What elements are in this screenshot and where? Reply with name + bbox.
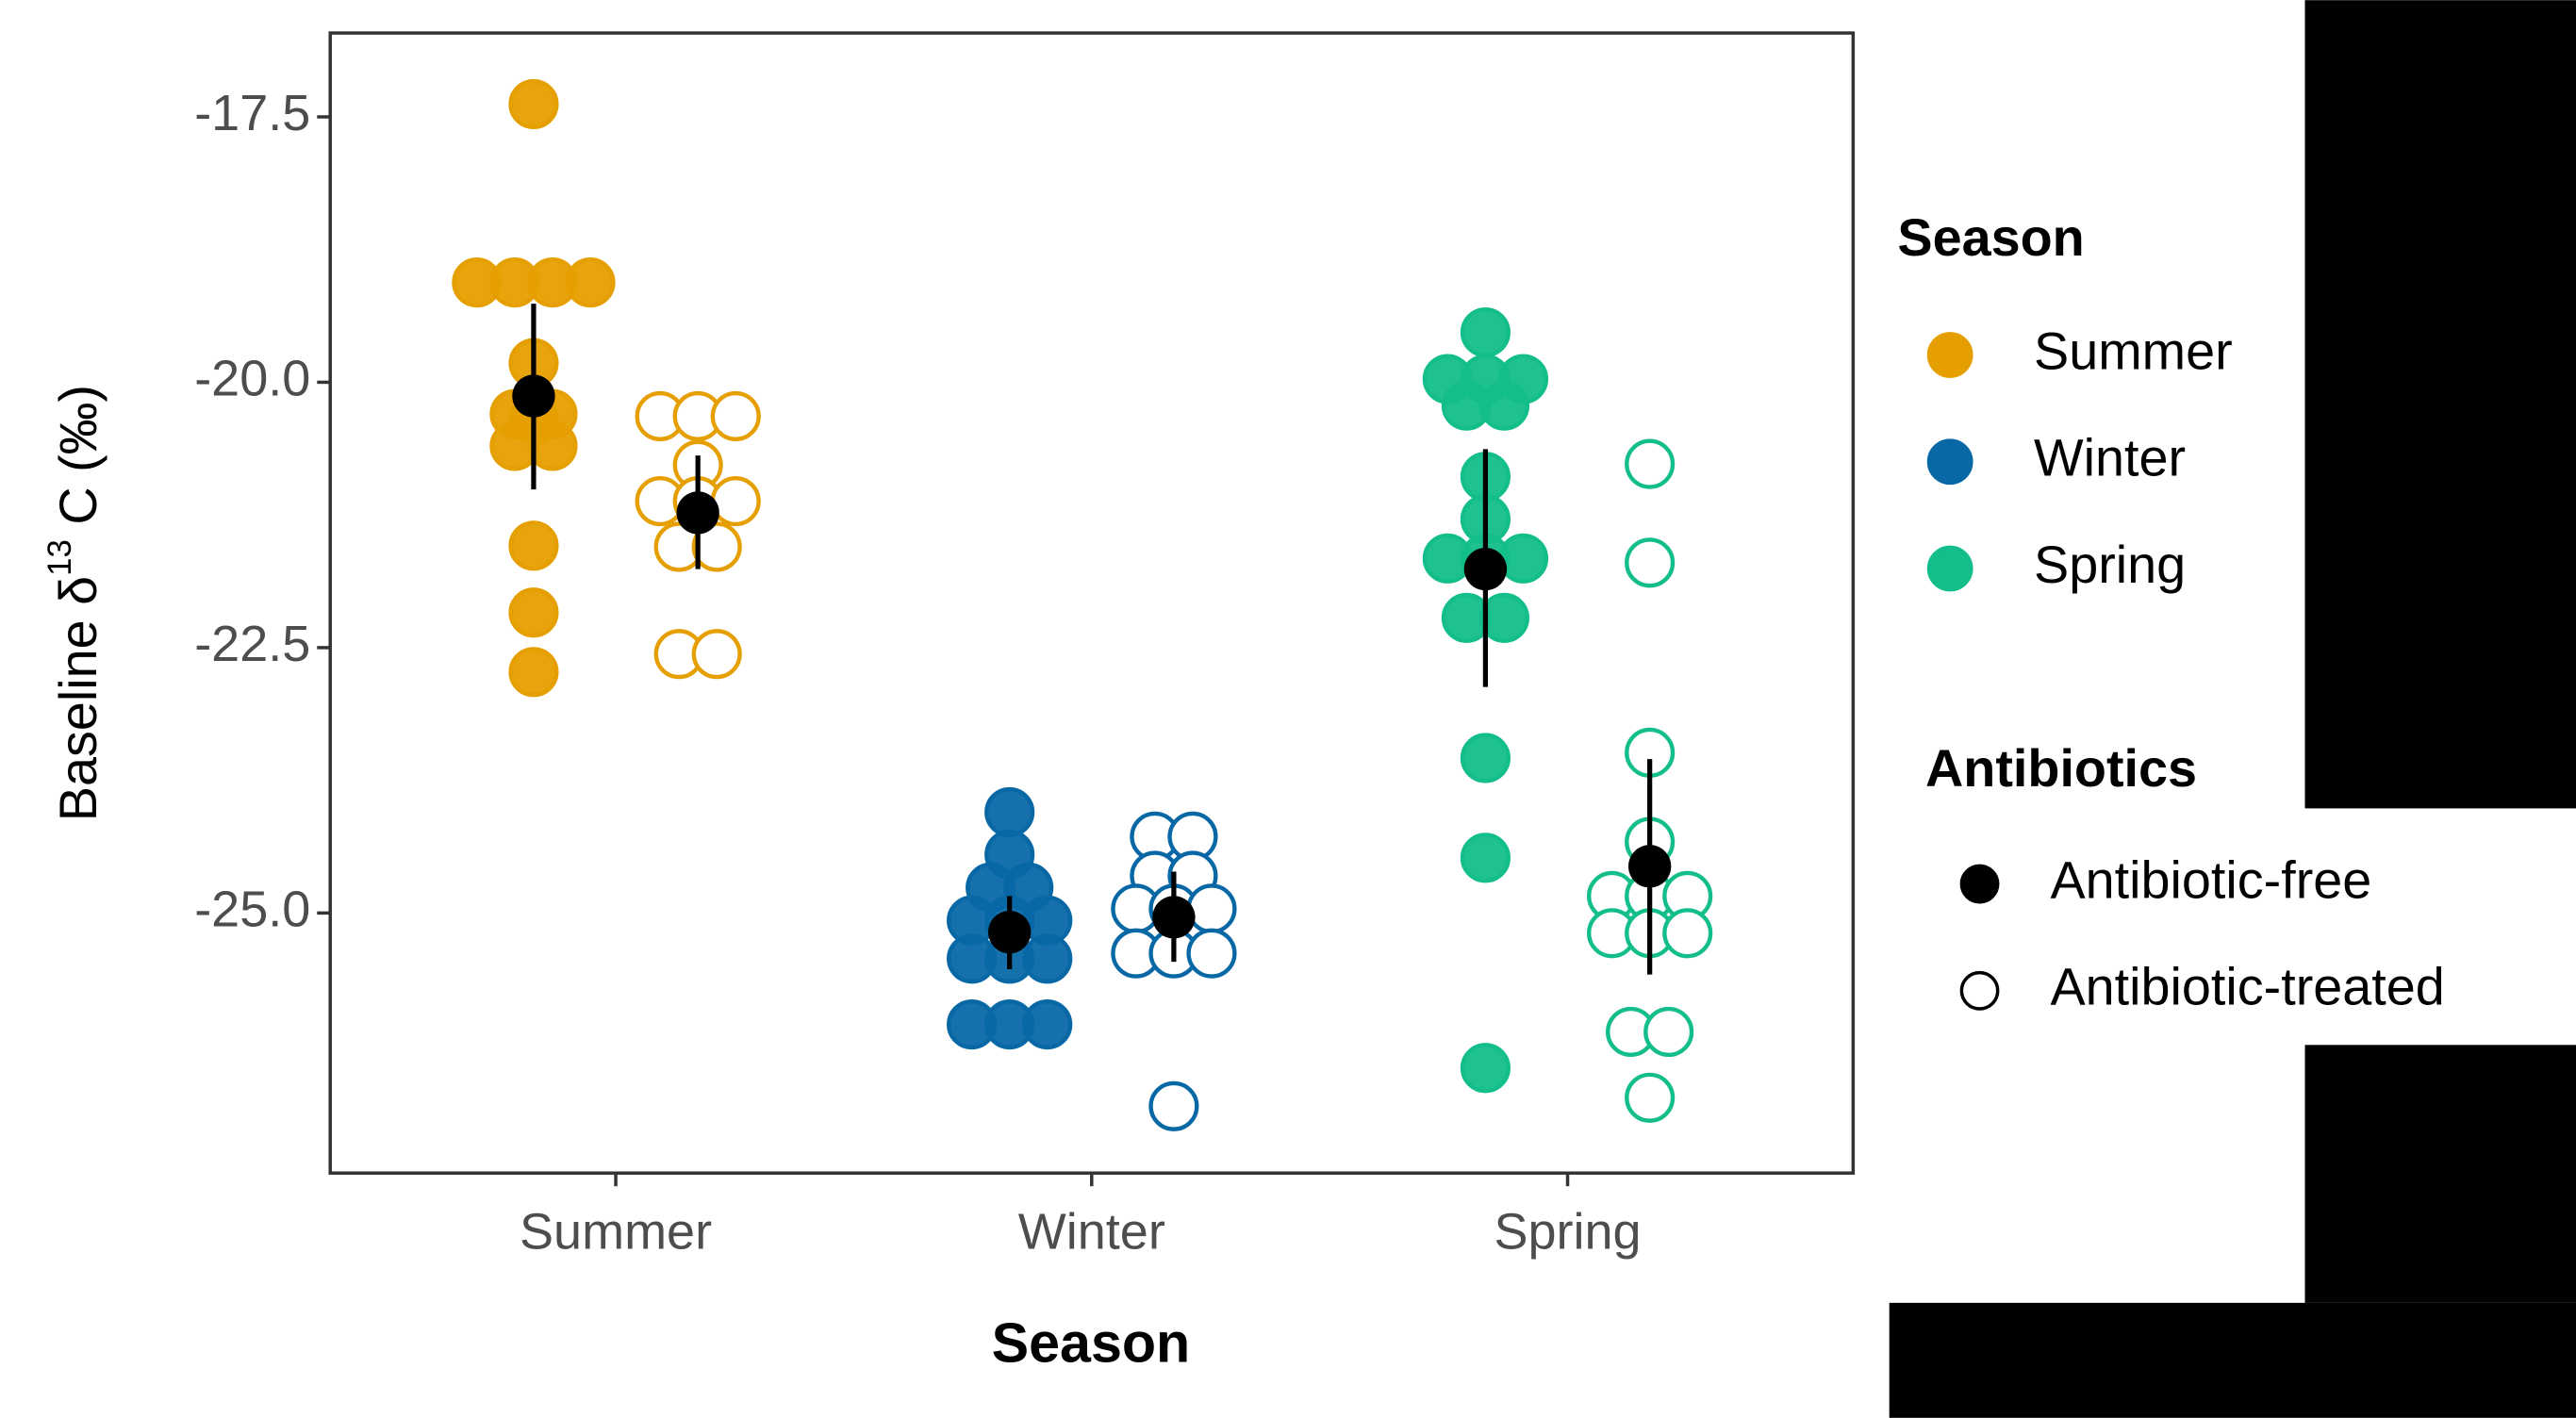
data-point	[1625, 537, 1676, 588]
panel-border	[328, 31, 1856, 1175]
data-point	[1022, 999, 1073, 1050]
data-point	[1478, 380, 1530, 431]
data-point	[1148, 1080, 1199, 1131]
mean-point	[988, 910, 1032, 954]
data-point	[508, 647, 559, 698]
x-tick-label: Spring	[1494, 1204, 1641, 1261]
legend-marker	[1959, 970, 2000, 1011]
data-point	[508, 520, 559, 571]
data-point	[1022, 933, 1073, 984]
legend-title: Antibiotics	[1925, 739, 2197, 798]
background-block	[2304, 0, 2576, 809]
legend-marker	[1926, 545, 1973, 592]
data-point	[1460, 833, 1511, 883]
data-point	[1625, 438, 1676, 489]
data-point	[691, 629, 742, 680]
legend-marker	[1926, 332, 1973, 378]
data-point	[565, 257, 616, 308]
data-point	[1478, 592, 1530, 643]
mean-point	[512, 374, 555, 418]
legend-marker	[1959, 864, 2000, 904]
y-axis-title-part: Baseline δ	[49, 576, 107, 821]
data-point	[527, 420, 578, 471]
y-axis-title: Baseline δ13 C (‰)	[41, 385, 107, 821]
legend-label: Summer	[2034, 322, 2233, 380]
data-point	[1186, 883, 1237, 934]
data-point	[508, 587, 559, 638]
y-tick-label: -22.5	[194, 616, 310, 672]
legend-label: Winter	[2034, 429, 2186, 487]
data-point	[1662, 908, 1713, 959]
data-point	[1643, 1006, 1694, 1058]
background-block	[1889, 1302, 2576, 1418]
x-axis-title: Season	[992, 1311, 1191, 1375]
y-tick-label: -17.5	[194, 85, 310, 141]
y-tick-label: -25.0	[194, 882, 310, 938]
legend-title: Season	[1897, 208, 2084, 267]
data-point	[1460, 733, 1511, 783]
data-point	[1186, 928, 1237, 979]
mean-point	[1463, 547, 1508, 591]
data-point	[710, 390, 761, 442]
data-point	[984, 786, 1035, 837]
data-point	[1625, 1072, 1676, 1123]
legend-marker	[1926, 438, 1973, 486]
data-point	[691, 521, 742, 572]
mean-point	[1627, 845, 1672, 888]
x-tick-label: Summer	[520, 1204, 712, 1261]
mean-point	[676, 491, 719, 535]
y-axis-title-part: C (‰)	[49, 385, 107, 539]
data-point	[1497, 533, 1549, 584]
data-point	[1460, 1043, 1511, 1094]
mean-point	[1152, 896, 1196, 939]
data-point	[1460, 306, 1511, 358]
legend-label: Antibiotic-free	[2050, 850, 2371, 909]
background-block	[2304, 1045, 2576, 1303]
y-axis-title-sup: 13	[41, 539, 78, 576]
data-point	[710, 475, 761, 527]
legend-label: Antibiotic-treated	[2050, 958, 2444, 1016]
data-point	[508, 78, 559, 130]
y-tick-label: -20.0	[194, 351, 310, 407]
x-tick-label: Winter	[1018, 1204, 1165, 1261]
legend-label: Spring	[2034, 536, 2186, 594]
